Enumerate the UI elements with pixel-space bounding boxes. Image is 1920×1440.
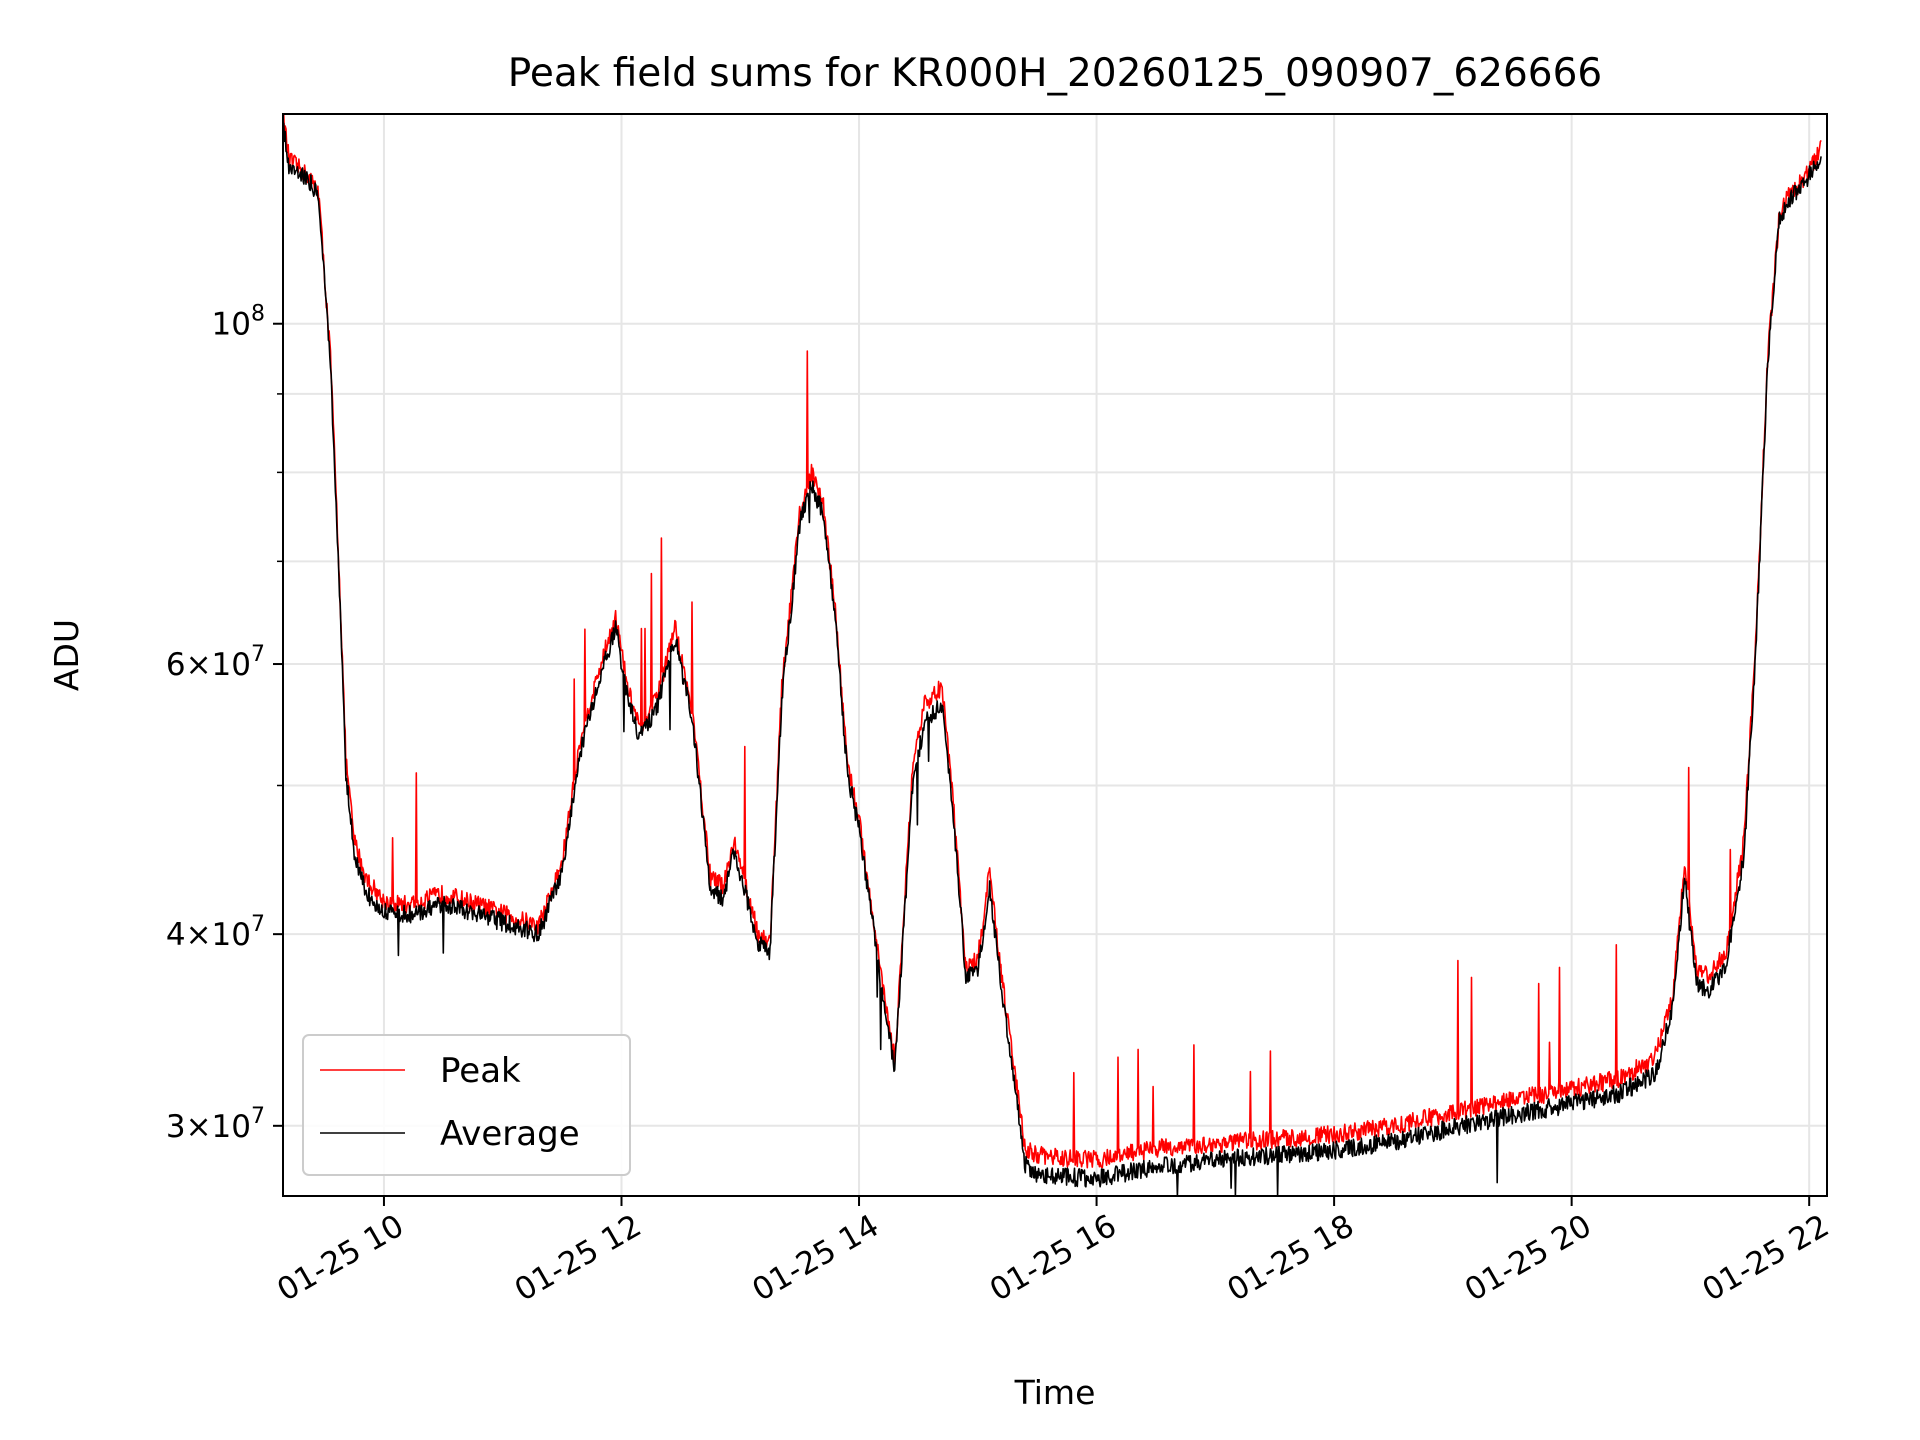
y-axis-label: ADU: [47, 619, 86, 691]
average-line: [282, 122, 1822, 1197]
legend: Peak Average: [302, 1034, 631, 1176]
x-axis-label: Time: [1014, 1373, 1096, 1412]
peak-line: [282, 113, 1822, 1169]
legend-peak-label: Peak: [440, 1051, 521, 1091]
series-layer: [282, 113, 1822, 1197]
axes-frame: [282, 113, 1828, 1197]
chart-title: Peak field sums for KR000H_20260125_0909…: [508, 51, 1603, 96]
y-tick-label: 4×107: [166, 912, 265, 953]
y-axis: 108 6×107 4×107 3×107: [166, 302, 283, 1145]
y-tick-label: 6×107: [166, 642, 265, 683]
y-tick-label: 108: [212, 302, 265, 343]
y-tick-label: 3×107: [166, 1104, 265, 1145]
legend-average-label: Average: [440, 1114, 580, 1154]
